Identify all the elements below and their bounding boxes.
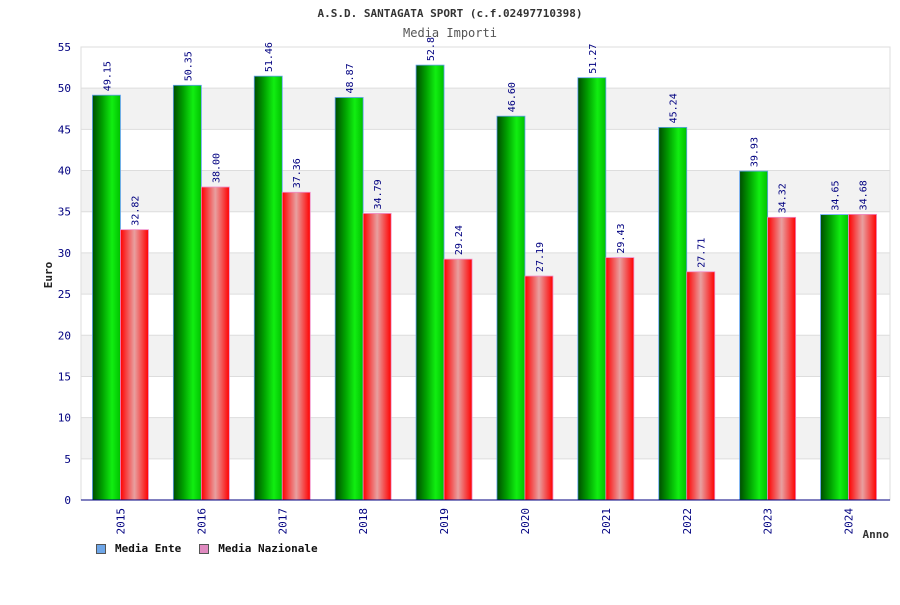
x-tick-label-2018: 2018 bbox=[357, 508, 370, 535]
data-label-media-nazionale-2018: 34.79 bbox=[373, 179, 384, 209]
data-label-media-nazionale-2023: 34.32 bbox=[778, 183, 789, 213]
data-label-media-nazionale-2024: 34.68 bbox=[859, 180, 870, 210]
y-axis-ticks: 0 5 10 15 20 25 30 35 40 45 50 55 bbox=[58, 41, 71, 507]
data-label-media-ente-2017: 51.46 bbox=[264, 42, 275, 72]
bar-media-nazionale-2024 bbox=[848, 213, 877, 501]
bar-media-ente-2015 bbox=[92, 94, 121, 501]
y-tick-label: 20 bbox=[58, 329, 71, 342]
legend-swatch-media-nazionale bbox=[199, 543, 210, 554]
bar-media-ente-2018 bbox=[334, 97, 364, 501]
x-tick-label-2020: 2020 bbox=[519, 508, 532, 535]
bars bbox=[92, 64, 877, 501]
data-label-media-nazionale-2019: 29.24 bbox=[454, 225, 465, 255]
y-tick-label: 5 bbox=[64, 453, 71, 466]
legend-item-media-ente: Media Ente bbox=[96, 542, 181, 555]
bar-media-nazionale-2017 bbox=[281, 191, 311, 501]
legend: Media Ente Media Nazionale bbox=[96, 542, 318, 555]
bar-media-nazionale-2015 bbox=[120, 229, 149, 501]
data-label-media-ente-2021: 51.27 bbox=[588, 44, 599, 74]
chart-title: A.S.D. SANTAGATA SPORT (c.f.02497710398) bbox=[318, 7, 583, 20]
legend-label-media-nazionale: Media Nazionale bbox=[218, 542, 318, 555]
legend-label-media-ente: Media Ente bbox=[115, 542, 182, 555]
y-tick-label: 25 bbox=[58, 288, 71, 301]
y-tick-label: 45 bbox=[58, 123, 71, 136]
bar-media-ente-2021 bbox=[577, 77, 607, 501]
bar-media-nazionale-2023 bbox=[767, 216, 797, 501]
bar-media-ente-2016 bbox=[172, 84, 202, 501]
x-tick-label-2019: 2019 bbox=[438, 508, 451, 535]
bar-media-ente-2023 bbox=[739, 170, 769, 501]
chart-subtitle: Media Importi bbox=[403, 26, 497, 40]
data-label-media-ente-2024: 34.65 bbox=[831, 181, 842, 211]
bar-media-nazionale-2020 bbox=[524, 275, 554, 501]
bar-media-nazionale-2016 bbox=[200, 186, 230, 501]
y-tick-label: 15 bbox=[58, 370, 71, 383]
legend-item-media-nazionale: Media Nazionale bbox=[199, 542, 318, 555]
bar-media-nazionale-2021 bbox=[605, 257, 635, 501]
x-tick-label-2021: 2021 bbox=[600, 508, 613, 535]
y-tick-label: 35 bbox=[58, 206, 71, 219]
data-label-media-nazionale-2015: 32.82 bbox=[130, 196, 141, 226]
data-label-media-ente-2018: 48.87 bbox=[345, 63, 356, 93]
data-label-media-ente-2023: 39.93 bbox=[750, 137, 761, 167]
y-tick-label: 40 bbox=[58, 165, 71, 178]
bar-media-nazionale-2019 bbox=[443, 258, 473, 501]
x-tick-label-2022: 2022 bbox=[681, 508, 694, 535]
data-label-media-ente-2020: 46.60 bbox=[507, 82, 518, 112]
data-label-media-ente-2019: 52.8 bbox=[426, 37, 437, 61]
bar-media-ente-2022 bbox=[658, 126, 688, 501]
x-tick-label-2023: 2023 bbox=[762, 508, 775, 535]
data-label-media-nazionale-2020: 27.19 bbox=[535, 242, 546, 272]
data-label-media-nazionale-2016: 38.00 bbox=[211, 153, 222, 183]
bar-media-ente-2019 bbox=[415, 64, 445, 501]
bar-media-nazionale-2018 bbox=[362, 213, 392, 501]
x-tick-label-2024: 2024 bbox=[843, 508, 856, 535]
x-tick-label-2015: 2015 bbox=[114, 508, 127, 535]
data-label-media-ente-2015: 49.15 bbox=[102, 61, 113, 91]
x-axis-ticks: 2015 2016 2017 2018 2019 2020 2021 2022 2023 2024 bbox=[114, 508, 855, 535]
bar-media-ente-2024 bbox=[820, 214, 849, 501]
data-labels: 49.15 32.82 50.35 38.00 51.46 37.36 48.87 34.79… bbox=[102, 37, 869, 272]
bar-media-nazionale-2022 bbox=[686, 271, 716, 501]
x-axis-label: Anno bbox=[863, 528, 890, 541]
y-tick-label: 50 bbox=[58, 82, 71, 95]
legend-swatch-media-ente bbox=[96, 543, 106, 554]
data-label-media-nazionale-2021: 29.43 bbox=[616, 223, 627, 253]
data-label-media-ente-2022: 45.24 bbox=[669, 93, 680, 123]
bar-media-ente-2017 bbox=[253, 75, 283, 501]
y-tick-label: 10 bbox=[58, 412, 71, 425]
data-label-media-ente-2016: 50.35 bbox=[183, 51, 194, 81]
x-tick-label-2017: 2017 bbox=[276, 508, 289, 535]
y-tick-label: 55 bbox=[58, 41, 71, 54]
y-tick-label: 0 bbox=[64, 494, 71, 507]
data-label-media-nazionale-2022: 27.71 bbox=[697, 238, 708, 268]
grid-band bbox=[81, 88, 890, 130]
x-tick-label-2016: 2016 bbox=[195, 508, 208, 535]
y-axis-label: Euro bbox=[42, 261, 55, 288]
data-label-media-nazionale-2017: 37.36 bbox=[292, 158, 303, 188]
bar-media-ente-2020 bbox=[496, 115, 526, 501]
y-tick-label: 30 bbox=[58, 247, 71, 260]
